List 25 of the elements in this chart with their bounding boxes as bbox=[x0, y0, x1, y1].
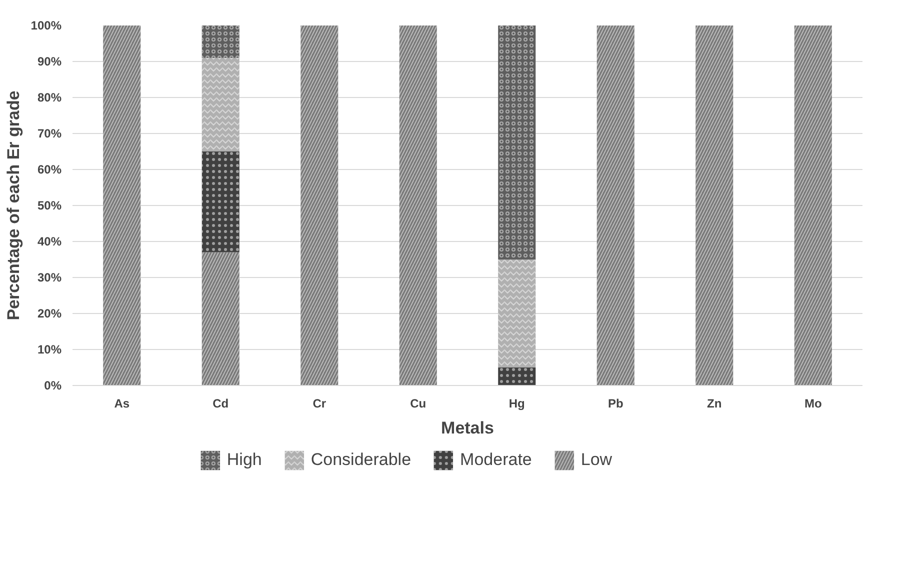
y-tick-label: 60% bbox=[37, 162, 62, 176]
x-tick-label: As bbox=[114, 396, 130, 410]
y-tick-label: 100% bbox=[30, 18, 62, 32]
y-axis-title: Percentage of each Er grade bbox=[4, 90, 23, 320]
y-tick-label: 80% bbox=[37, 90, 62, 104]
y-tick-label: 70% bbox=[37, 126, 62, 140]
y-tick-label: 50% bbox=[37, 198, 62, 212]
y-tick-label: 20% bbox=[37, 306, 62, 320]
x-tick-label: Cu bbox=[410, 396, 426, 410]
x-tick-label: Pb bbox=[608, 396, 624, 410]
legend-label: High bbox=[226, 450, 262, 470]
x-tick-label: Cr bbox=[312, 396, 326, 410]
y-tick-label: 90% bbox=[37, 54, 62, 68]
x-tick-label: Cd bbox=[212, 396, 229, 410]
legend-label: Low bbox=[580, 450, 612, 470]
legend-label: Considerable bbox=[310, 450, 412, 470]
y-tick-label: 40% bbox=[37, 234, 62, 248]
x-tick-label: Hg bbox=[508, 396, 525, 410]
legend-label: Moderate bbox=[460, 450, 532, 470]
x-tick-label: Mo bbox=[804, 396, 822, 410]
x-tick-label: Zn bbox=[707, 396, 722, 410]
y-tick-label: 30% bbox=[37, 270, 62, 284]
y-tick-label: 0% bbox=[44, 378, 62, 392]
x-axis-title: Metals bbox=[441, 418, 494, 438]
y-tick-label: 10% bbox=[37, 342, 62, 356]
